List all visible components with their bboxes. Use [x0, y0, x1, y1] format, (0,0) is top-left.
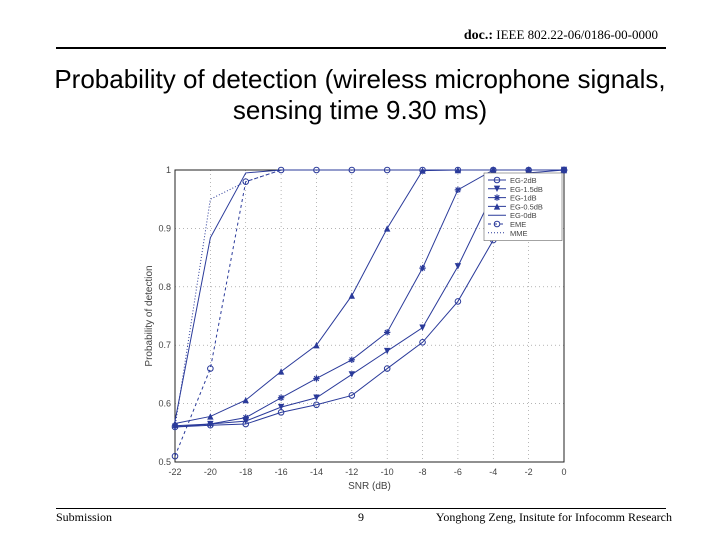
- data-point-eg-0-5db: [171, 420, 179, 427]
- data-point-eg-1db: [277, 394, 285, 401]
- data-point-eg-1db: [207, 420, 214, 428]
- legend-label-eg-1-5db: EG-1.5dB: [510, 185, 543, 194]
- x-tick-label: -4: [489, 467, 497, 477]
- legend-marker-eg-0-5db: [493, 203, 501, 210]
- x-tick-label: 0: [561, 467, 566, 477]
- series-line-eme: [174, 169, 564, 457]
- page-number: 9: [358, 510, 364, 524]
- detection-chart: -22 -20 -18 -16 -14 -12 -10 -8 -6 -4 -2 00.50.60.70…: [144, 165, 568, 492]
- data-point-eg-2db: [383, 365, 391, 372]
- header-divider: [56, 47, 666, 49]
- data-point-eg-1-5db: [454, 263, 462, 270]
- data-point-eg-1db: [419, 264, 426, 272]
- data-point-eg-0-5db: [277, 368, 285, 375]
- y-tick-label: 0.8: [158, 282, 171, 292]
- data-point-eg-1-5db: [383, 347, 391, 355]
- y-tick-label: 0.5: [158, 457, 171, 467]
- y-tick-label: 0.6: [158, 399, 171, 409]
- document-header: doc.: IEEE 802.22-06/0186-00-0000: [464, 27, 658, 44]
- data-point-eg-0-5db: [313, 342, 320, 349]
- x-tick-label: -12: [345, 467, 358, 477]
- legend-label-eg-1db: EG-1dB: [510, 194, 537, 203]
- data-point-eme: [383, 166, 391, 174]
- footer-author: Yonghong Zeng, Insitute for Infocomm Res…: [435, 510, 672, 524]
- x-tick-label: -20: [204, 467, 217, 477]
- data-point-eg-1db: [242, 414, 249, 421]
- y-tick-label: 0.9: [158, 223, 171, 233]
- data-point-eme: [560, 166, 568, 174]
- legend-marker-eg-2db: [493, 176, 501, 184]
- y-axis-label: Probability of detection: [144, 265, 155, 366]
- y-tick-label: 1: [166, 165, 171, 175]
- legend-marker-eme: [493, 220, 501, 228]
- x-tick-label: -2: [525, 467, 533, 477]
- x-tick-label: -22: [168, 467, 181, 477]
- data-point-eg-1db: [348, 356, 356, 363]
- y-tick-label: 0.7: [158, 340, 171, 350]
- data-point-eg-0-5db: [207, 413, 214, 420]
- data-point-eg-2db: [454, 298, 462, 305]
- data-point-eg-1db: [454, 186, 462, 194]
- data-point-eg-1-5db: [313, 394, 320, 401]
- data-point-eg-0-5db: [348, 292, 356, 299]
- data-point-eg-1db: [313, 375, 320, 382]
- data-point-eg-1-5db: [348, 371, 356, 378]
- x-tick-label: -14: [310, 467, 323, 477]
- footer-submission: Submission: [56, 510, 113, 524]
- legend-label-eme: EME: [510, 220, 526, 229]
- x-axis-label: SNR (dB): [348, 481, 391, 492]
- x-tick-label: -10: [381, 467, 394, 477]
- x-tick-label: -16: [275, 467, 288, 477]
- x-tick-label: -6: [454, 467, 462, 477]
- doc-label: doc.:: [463, 28, 493, 43]
- data-point-eg-1db: [383, 329, 391, 336]
- series-line-mme: [174, 169, 564, 428]
- legend-label-eg-2db: EG-2dB: [510, 176, 537, 185]
- data-point-eg-2db: [313, 401, 320, 409]
- data-point-eme: [419, 166, 426, 174]
- data-point-eg-1-5db: [419, 324, 426, 331]
- data-point-eg-2db: [419, 338, 426, 346]
- data-point-eg-1-5db: [277, 403, 285, 411]
- data-point-eme: [171, 452, 179, 460]
- x-tick-label: -8: [419, 467, 427, 477]
- legend-label-eg-0db: EG-0dB: [510, 211, 537, 220]
- legend-label-mme: MME: [510, 229, 528, 238]
- slide-title: Probability of detection (wireless micro…: [54, 64, 666, 125]
- data-point-eg-0-5db: [242, 396, 249, 404]
- legend-marker-eg-1-5db: [493, 185, 501, 192]
- chart-container: -22 -20 -18 -16 -14 -12 -10 -8 -6 -4 -2 0 0.5 0.6 0.7 0…: [140, 155, 580, 500]
- data-point-eg-0-5db: [383, 225, 391, 232]
- data-point-eg-2db: [348, 392, 356, 399]
- legend-marker-eg-1db: [493, 194, 501, 201]
- footer-divider: [56, 508, 666, 509]
- data-point-eme: [207, 365, 214, 372]
- x-tick-label: -18: [239, 467, 252, 477]
- data-point-eme: [242, 178, 250, 185]
- doc-id: IEEE 802.22-06/0186-00-0000: [496, 27, 658, 42]
- legend-label-eg-0-5db: EG-0.5dB: [510, 202, 543, 211]
